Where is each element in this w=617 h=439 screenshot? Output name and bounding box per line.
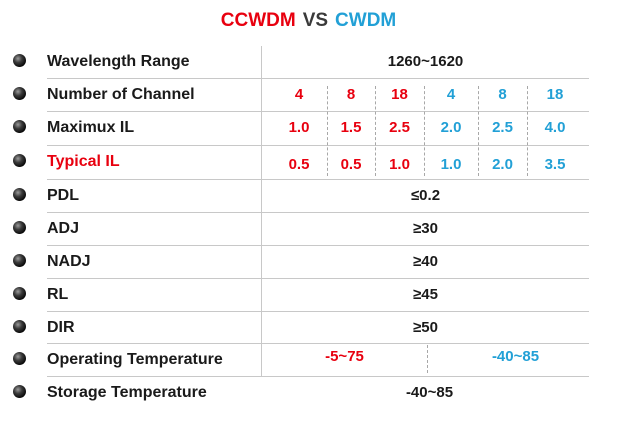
table-row: RL ≥45 [0,278,617,311]
row-label: Wavelength Range [47,53,190,70]
row-label: Storage Temperature [47,384,207,401]
cwdm-value: 1.0 [440,156,462,173]
table-row: Number of Channel 4 8 18 4 8 18 [0,78,617,111]
row-label: Operating Temperature [47,351,223,368]
table-row: Wavelength Range 1260~1620 [0,45,617,78]
row-label: PDL [47,187,79,204]
row-label: RL [47,286,69,303]
row-label: ADJ [47,220,80,237]
bullet-icon [13,352,26,365]
ccwdm-value: 0.5 [288,156,310,173]
cwdm-value: -40~85 [491,348,540,365]
table-row: Operating Temperature -5~75 -40~85 [0,343,617,376]
ccwdm-value: 18 [391,86,408,103]
row-divider [47,111,589,112]
ccwdm-value: 0.5 [340,156,362,173]
cwdm-value: 4.0 [544,119,566,136]
ccwdm-value: 1.0 [288,119,310,136]
table-row: Typical IL 0.5 0.5 1.0 1.0 2.0 3.5 [0,145,617,178]
row-label: Maximux IL [47,119,135,136]
ccwdm-value: -5~75 [325,348,364,365]
row-divider [47,212,589,213]
table-row: NADJ ≥40 [0,245,617,278]
row-value: ≥30 [413,220,438,237]
bullet-icon [13,254,26,267]
row-label: NADJ [47,253,91,270]
table-row: ADJ ≥30 [0,212,617,245]
cwdm-value: 4 [446,86,456,103]
row-divider [47,278,589,279]
title-vs: VS [302,10,329,31]
row-divider [47,376,589,377]
bullet-icon [13,54,26,67]
cell-divider [327,86,328,176]
row-divider [47,245,589,246]
ccwdm-value: 4 [294,86,304,103]
title-cwdm: CWDM [335,10,397,31]
bullet-icon [13,154,26,167]
row-label: DIR [47,319,75,336]
ccwdm-value: 1.5 [340,119,362,136]
row-label: Number of Channel [47,86,195,103]
row-value: ≥40 [413,253,438,270]
row-divider [47,78,589,79]
bullet-icon [13,385,26,398]
row-value: 1260~1620 [387,53,464,70]
row-divider [47,311,589,312]
bullet-icon [13,120,26,133]
bullet-icon [13,221,26,234]
column-divider [261,46,262,376]
title-ccwdm: CCWDM [220,10,296,31]
row-divider [47,179,589,180]
row-value: ≤0.2 [410,187,441,204]
table-row: DIR ≥50 [0,311,617,344]
bullet-icon [13,188,26,201]
cwdm-value: 3.5 [544,156,566,173]
cell-divider [427,345,428,373]
row-label: Typical IL [47,153,120,170]
row-divider [47,343,589,344]
row-value: -40~85 [405,384,454,401]
bullet-icon [13,320,26,333]
bullet-icon [13,287,26,300]
ccwdm-value: 2.5 [389,119,410,136]
cwdm-value: 2.0 [492,156,513,173]
bullet-icon [13,87,26,100]
cwdm-value: 2.0 [440,119,462,136]
table-row: Storage Temperature -40~85 [0,376,617,409]
cwdm-value: 8 [498,86,507,103]
cwdm-value: 2.5 [492,119,513,136]
row-divider [47,145,589,146]
cell-divider [527,86,528,176]
cell-divider [375,86,376,176]
ccwdm-value: 8 [346,86,356,103]
table-row: PDL ≤0.2 [0,179,617,212]
cwdm-value: 18 [546,86,564,103]
page-title: CCWDM VS CWDM [0,9,617,33]
table-row: Maximux IL 1.0 1.5 2.5 2.0 2.5 4.0 [0,111,617,144]
cell-divider [478,86,479,176]
ccwdm-value: 1.0 [389,156,410,173]
row-value: ≥45 [413,286,438,303]
row-value: ≥50 [413,319,438,336]
cell-divider [424,86,425,176]
